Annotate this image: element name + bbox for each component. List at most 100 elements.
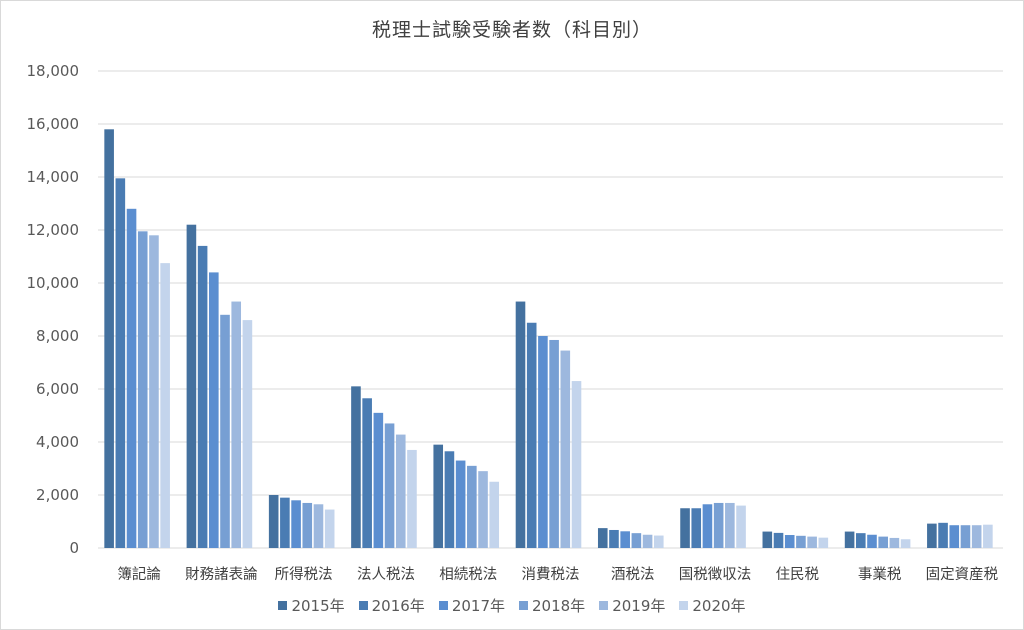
x-category-label: 相続税法 — [439, 566, 497, 583]
bar — [938, 522, 948, 548]
bar — [395, 434, 406, 548]
bar — [844, 531, 855, 548]
bar — [160, 263, 170, 548]
bar — [538, 336, 548, 548]
bar — [231, 301, 242, 548]
bar — [373, 412, 384, 548]
legend-item: 2017年 — [438, 595, 505, 616]
legend-swatch — [519, 601, 528, 610]
y-tick-label: 10,000 — [27, 274, 80, 292]
y-tick-label: 14,000 — [27, 168, 80, 186]
x-category-label: 国税徴収法 — [679, 566, 752, 583]
bar — [302, 502, 313, 548]
bar — [137, 231, 148, 548]
y-tick-label: 16,000 — [27, 115, 80, 133]
bar — [384, 423, 395, 548]
bar — [620, 531, 630, 548]
legend-swatch — [599, 601, 609, 610]
bar — [467, 465, 477, 548]
bar — [784, 535, 795, 548]
bar — [597, 528, 608, 548]
bar — [949, 525, 960, 548]
bar — [526, 322, 537, 548]
bar — [433, 444, 444, 548]
bar — [680, 508, 690, 548]
legend-label: 2020年 — [692, 597, 746, 615]
y-tick-label: 8,000 — [36, 327, 79, 345]
bar — [478, 471, 488, 548]
bar — [489, 481, 500, 548]
chart-legend: 2015年 2016年 2017年 2018年 2019年 2020年 — [1, 595, 1023, 616]
bar — [242, 320, 253, 548]
bar — [702, 504, 713, 548]
bar — [983, 524, 993, 548]
legend-label: 2019年 — [612, 597, 666, 615]
bar — [807, 536, 817, 548]
legend-item: 2015年 — [278, 595, 345, 616]
bar — [197, 245, 208, 548]
bar — [571, 381, 582, 548]
x-category-label: 所得税法 — [275, 566, 333, 583]
x-category-label: 財務諸表論 — [185, 566, 258, 583]
legend-label: 2015年 — [291, 597, 345, 615]
legend-item: 2016年 — [358, 595, 425, 616]
bar — [186, 224, 197, 548]
y-tick-label: 2,000 — [36, 486, 79, 504]
bar — [560, 350, 571, 548]
bar — [878, 536, 888, 548]
legend-item: 2019年 — [599, 595, 665, 616]
bar — [126, 208, 137, 549]
bar — [960, 525, 971, 548]
x-category-label: 固定資産税 — [926, 566, 999, 583]
bar — [818, 537, 829, 548]
bar — [609, 529, 619, 548]
bar — [713, 502, 724, 548]
y-tick-label: 12,000 — [27, 221, 80, 239]
legend-swatch — [278, 601, 288, 610]
bar — [889, 537, 900, 548]
bar — [691, 508, 702, 548]
legend-swatch — [358, 601, 368, 610]
bar — [268, 495, 279, 548]
bar — [725, 502, 735, 548]
bar — [324, 509, 335, 548]
bar — [736, 505, 746, 548]
bar — [855, 533, 866, 548]
bar — [362, 398, 372, 548]
bar — [455, 460, 466, 548]
bar — [927, 523, 937, 548]
bar — [220, 314, 230, 548]
y-tick-label: 18,000 — [27, 62, 80, 80]
bar — [549, 339, 559, 548]
x-category-label: 簿記論 — [117, 566, 161, 583]
legend-label: 2016年 — [371, 597, 425, 615]
y-tick-label: 6,000 — [36, 380, 79, 398]
legend-swatch — [438, 601, 448, 610]
x-category-label: 事業税 — [858, 566, 902, 583]
bar — [351, 386, 361, 548]
bar — [653, 535, 664, 548]
bar — [209, 272, 219, 548]
bar — [280, 497, 290, 548]
bar — [104, 129, 114, 549]
bar — [444, 451, 455, 548]
legend-swatch — [679, 601, 689, 610]
x-category-label: 法人税法 — [357, 566, 415, 583]
legend-item: 2018年 — [519, 595, 585, 616]
bar — [900, 539, 911, 548]
bar — [115, 178, 126, 548]
bar — [631, 533, 642, 548]
bar — [867, 534, 877, 548]
legend-label: 2017年 — [451, 597, 505, 615]
chart-title: 税理士試験受験者数（科目別） — [371, 19, 652, 41]
bar — [313, 504, 324, 548]
bar — [291, 500, 301, 548]
bar — [407, 449, 417, 548]
y-tick-label: 0 — [69, 539, 79, 557]
x-category-label: 酒税法 — [611, 566, 655, 583]
bar — [642, 534, 653, 548]
legend-label: 2018年 — [532, 597, 586, 615]
bar — [773, 532, 784, 548]
y-tick-label: 4,000 — [36, 433, 79, 451]
